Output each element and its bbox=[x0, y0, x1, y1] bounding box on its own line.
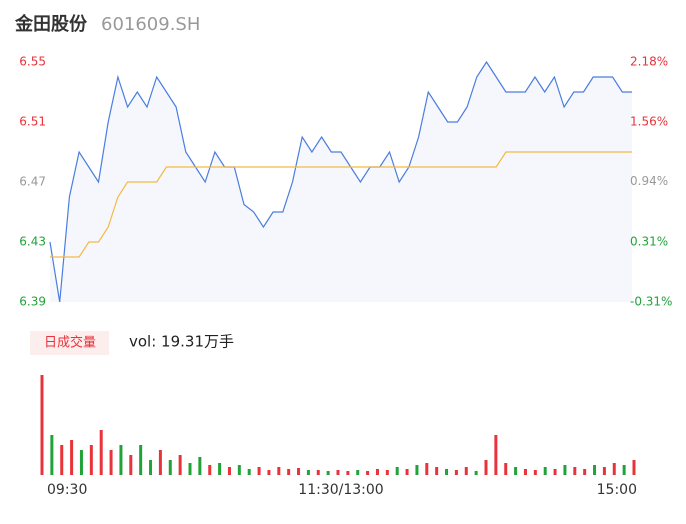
y2-tick-label: 0.94% bbox=[630, 174, 668, 188]
volume-bar bbox=[346, 471, 350, 475]
x-tick-label: 15:00 bbox=[597, 482, 637, 498]
volume-bar bbox=[70, 440, 74, 475]
volume-bar bbox=[464, 467, 468, 475]
volume-bar bbox=[218, 463, 222, 475]
volume-bar bbox=[593, 465, 597, 475]
volume-bar bbox=[89, 445, 93, 475]
y-tick-label: 6.47 bbox=[19, 175, 46, 189]
volume-bar bbox=[494, 435, 498, 475]
y-tick-label: 6.55 bbox=[19, 55, 46, 69]
volume-bar bbox=[612, 463, 616, 475]
stock-code: 601609.SH bbox=[101, 14, 200, 35]
volume-bar bbox=[356, 470, 360, 475]
volume-bar bbox=[553, 469, 557, 475]
volume-bar bbox=[543, 467, 547, 475]
volume-bar bbox=[237, 465, 241, 475]
volume-bar bbox=[149, 460, 153, 475]
volume-total: vol: 19.31万手 bbox=[129, 333, 234, 351]
volume-bar bbox=[622, 465, 626, 475]
volume-bar bbox=[326, 471, 330, 475]
volume-bar bbox=[523, 469, 527, 475]
volume-badge bbox=[30, 331, 109, 355]
price-line bbox=[49, 60, 632, 303]
volume-bar bbox=[385, 470, 389, 475]
volume-bar bbox=[336, 470, 340, 475]
volume-bar bbox=[178, 455, 182, 475]
volume-bar bbox=[435, 467, 439, 475]
volume-bar bbox=[425, 463, 429, 475]
y2-tick-label: -0.31% bbox=[630, 295, 672, 309]
volume-bar bbox=[109, 450, 113, 475]
volume-bar bbox=[60, 445, 64, 475]
y-tick-label: 6.39 bbox=[19, 295, 46, 309]
volume-bar bbox=[257, 467, 261, 475]
volume-bar bbox=[632, 460, 636, 475]
volume-bar bbox=[208, 465, 212, 475]
volume-bar bbox=[563, 465, 567, 475]
volume-bar bbox=[99, 430, 103, 475]
x-tick-label: 11:30/13:00 bbox=[298, 482, 383, 498]
volume-bar bbox=[40, 375, 44, 475]
volume-bar bbox=[227, 467, 231, 475]
volume-bar bbox=[602, 467, 606, 475]
average-line bbox=[50, 151, 632, 258]
stock-name: 金田股份 bbox=[14, 13, 88, 35]
volume-bar bbox=[415, 465, 419, 475]
y2-tick-label: 0.31% bbox=[630, 235, 668, 249]
x-tick-label: 09:30 bbox=[47, 482, 87, 498]
y2-tick-label: 2.18% bbox=[630, 55, 668, 69]
volume-bar bbox=[484, 460, 488, 475]
volume-bar bbox=[405, 469, 409, 475]
volume-bar bbox=[306, 470, 310, 475]
y-tick-label: 6.43 bbox=[19, 235, 46, 249]
volume-badge-label: 日成交量 bbox=[44, 335, 96, 351]
volume-bar bbox=[474, 471, 478, 475]
volume-bar bbox=[316, 470, 320, 475]
volume-bar bbox=[287, 469, 291, 475]
y-tick-label: 6.51 bbox=[19, 115, 46, 129]
volume-bar bbox=[573, 467, 577, 475]
volume-bar bbox=[514, 467, 518, 475]
y2-tick-label: 1.56% bbox=[630, 114, 668, 128]
volume-bar bbox=[119, 445, 123, 475]
volume-bar bbox=[188, 463, 192, 475]
volume-bar bbox=[247, 469, 251, 475]
volume-bar bbox=[158, 450, 162, 475]
volume-bar bbox=[129, 455, 133, 475]
volume-bar bbox=[198, 457, 202, 475]
volume-bar bbox=[454, 470, 458, 475]
volume-bar bbox=[267, 470, 271, 475]
volume-bar bbox=[445, 469, 449, 475]
volume-bar bbox=[277, 467, 281, 475]
volume-bar bbox=[583, 469, 587, 475]
volume-bar bbox=[375, 469, 379, 475]
volume-bar bbox=[504, 463, 508, 475]
volume-bar bbox=[50, 435, 54, 475]
volume-bar bbox=[168, 460, 172, 475]
price-area bbox=[50, 62, 632, 302]
volume-bar bbox=[395, 467, 399, 475]
volume-bar bbox=[79, 450, 83, 475]
volume-bar bbox=[366, 471, 370, 475]
volume-bar bbox=[533, 470, 537, 475]
volume-bar bbox=[297, 468, 301, 475]
volume-bar bbox=[139, 445, 143, 475]
